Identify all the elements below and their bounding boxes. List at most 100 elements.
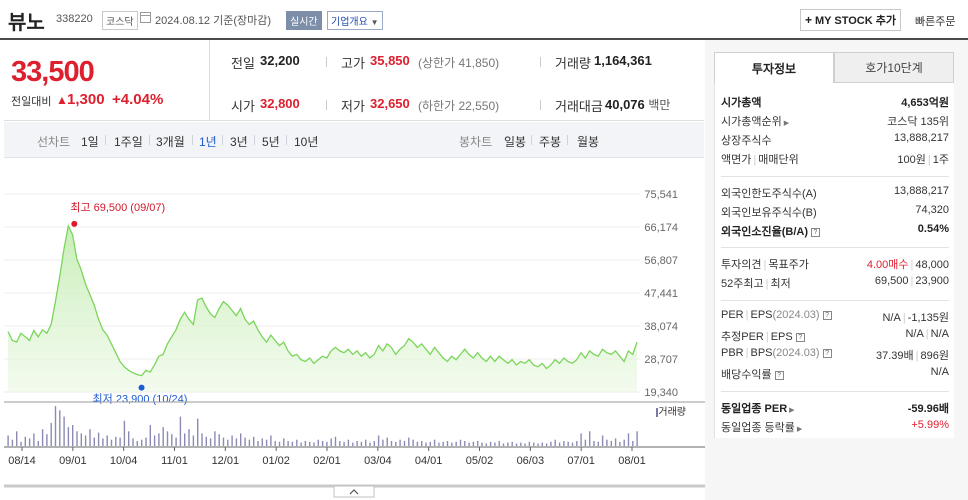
low-label: 저가 [341,99,365,114]
volume-bar [300,442,302,446]
stock-name: 뷰노 [8,12,45,34]
period-1w[interactable]: 1주일 [114,135,143,149]
tab-investment-info[interactable]: 투자정보 [714,52,834,83]
volume-bar [477,441,479,446]
volume-bar [446,441,449,446]
per-eps-value: N/A | -1,135원 [882,312,949,324]
help-icon[interactable]: ? [811,228,820,237]
foreign-ratio-row: 외국인소진율(B/A)? 0.54% [721,223,949,241]
period-5y[interactable]: 5년 [262,135,280,149]
volume-bar [132,438,134,446]
volume-bar [175,437,177,446]
period-1y[interactable]: 1년 [199,135,217,149]
volume-bar [571,442,574,446]
candle-monthly[interactable]: 월봉 [577,135,600,149]
section-divider [721,176,949,177]
volume-bar [382,439,384,446]
volume-bar [545,443,548,446]
pbr-value: 37.39배 [876,350,914,362]
volume-bar [102,438,104,446]
volume-bar [558,442,561,446]
volume-bar [601,435,604,446]
amount-number: 40,076 [605,97,645,112]
collapse-chart-button[interactable] [333,485,375,498]
y-tick-label: 38,074 [644,321,678,333]
volume-bar [41,429,44,446]
price-divider [209,40,210,120]
volume-bar [360,441,363,446]
market-cap-label: 시가총액 [721,97,762,109]
volume-bar [537,443,539,446]
company-overview-button[interactable]: 기업개요 ▼ [327,11,383,30]
help-icon[interactable]: ? [822,349,832,358]
period-3m[interactable]: 3개월 [156,135,185,149]
volume-bar [528,441,531,446]
x-tick-label: 06/03 [517,455,545,467]
volume-bar [563,441,565,446]
x-tick-label: 09/01 [59,455,87,467]
realtime-button[interactable]: 실시간 [286,11,322,30]
volume-bar [494,442,496,446]
volume-bar [67,427,70,446]
volume-bar [20,441,22,446]
market-cap-rank-row[interactable]: 시가총액순위 ▶ 코스닥 135위 [721,113,949,131]
quick-order-button[interactable]: 빠른주문 [915,16,956,28]
bps-label: BPS [750,347,773,359]
plus-icon: + [805,13,813,27]
help-icon[interactable]: ? [822,311,832,320]
price-chart[interactable]: 75,541 66,174 56,807 47,441 38,074 28,707 19,3… [0,158,705,500]
volume-bar [356,441,358,446]
volume-bar [171,434,173,446]
prev-close-value: 32,200 [260,53,300,68]
volume-bar [304,441,307,446]
opinion-score: 4.00매수 [866,259,909,271]
add-mystock-button[interactable]: + MY STOCK 추가 [800,9,901,31]
period-1d[interactable]: 1일 [81,135,99,149]
volume-bar [421,441,423,446]
volume-bar [334,436,337,446]
per-value: N/A [882,312,901,324]
volume-bar [166,431,169,446]
help-icon[interactable]: ? [774,371,784,380]
volume-bar [390,441,393,446]
x-tick-label: 07/01 [567,455,595,467]
x-tick-label: 08/14 [8,455,36,467]
volume-bar [145,437,147,446]
eps-period: (2024.03) [772,309,820,321]
sector-per-row[interactable]: 동일업종 PER ▶ -59.96배 [721,400,949,418]
caret-right-icon: ▶ [783,120,790,127]
per-eps-label: PER | EPS(2024.03)? [721,309,832,321]
volume-bars [7,406,638,446]
tab-order-book[interactable]: 호가10단계 [834,52,954,83]
market-cap-rank-value: 코스닥 135위 [887,116,949,128]
change-label: 전일대비 [11,96,52,108]
period-10y[interactable]: 10년 [294,135,319,149]
volume-bar [93,437,95,446]
volume-bar [123,420,126,446]
volume-bar [201,433,203,446]
volume-bar [50,422,52,446]
sector-per-value: -59.96배 [907,403,949,415]
period-3y[interactable]: 3년 [230,135,248,149]
foreign-hold-label: 외국인보유주식수(B) [721,207,817,219]
amount-label: 거래대금 [555,99,603,114]
volume-bar [386,437,388,446]
volume-bar [347,439,350,446]
header-divider [0,38,968,40]
candle-daily[interactable]: 일봉 [504,135,527,149]
est-per-label: 추정PER | EPS? [721,328,805,344]
volume-bar [136,441,138,446]
sector-rate-row[interactable]: 동일업종 등락률 ▶ +5.99% [721,419,949,437]
help-icon[interactable]: ? [795,333,805,342]
w52-label: 52주최고 | 최저 [721,278,791,290]
volume-bar [28,438,31,446]
volume-bar [72,425,74,446]
volume-bar [614,438,617,446]
candle-weekly[interactable]: 주봉 [539,135,562,149]
period-divider [192,135,193,145]
opinion-value: 4.00매수 | 48,000 [866,259,949,271]
section-divider [721,300,949,301]
market-badge: 코스닥 [102,11,138,30]
period-divider [286,135,287,145]
volume-bar [369,442,371,446]
